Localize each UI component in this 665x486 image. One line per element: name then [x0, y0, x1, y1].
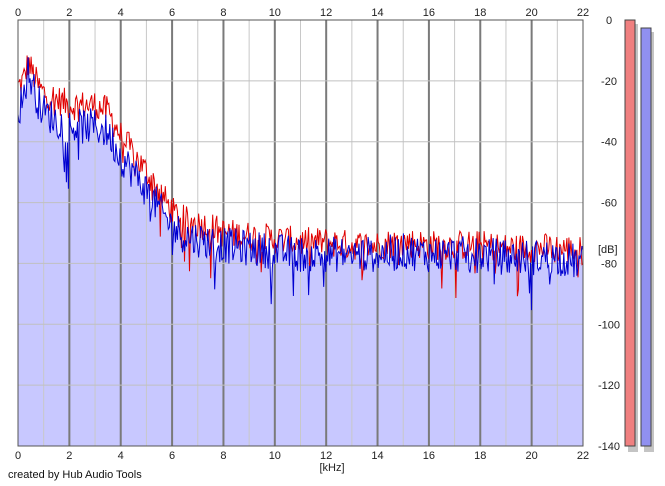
x-tick-label-bottom: 6	[169, 450, 175, 462]
y-tick-label: -40	[601, 137, 617, 149]
x-tick-label-top: 12	[320, 7, 332, 19]
x-tick-label-top: 16	[423, 7, 435, 19]
x-tick-label-top: 22	[577, 7, 589, 19]
x-tick-label-bottom: 22	[577, 450, 589, 462]
x-tick-label-bottom: 0	[15, 450, 21, 462]
x-tick-label-top: 4	[118, 7, 124, 19]
y-axis-label: [dB]	[598, 244, 618, 256]
spectrum-fill-area	[18, 57, 583, 446]
y-tick-label: -120	[598, 380, 620, 392]
x-axis-label: [kHz]	[319, 462, 344, 474]
x-tick-label-bottom: 4	[118, 450, 124, 462]
x-tick-label-bottom: 12	[320, 450, 332, 462]
x-tick-label-bottom: 18	[474, 450, 486, 462]
y-tick-label: -80	[601, 258, 617, 270]
y-tick-label: -140	[598, 441, 620, 453]
level-meter-left	[624, 19, 636, 447]
x-tick-label-top: 10	[269, 7, 281, 19]
x-tick-label-top: 6	[169, 7, 175, 19]
plot-border	[17, 19, 584, 447]
x-tick-label-top: 2	[66, 7, 72, 19]
x-tick-label-top: 18	[474, 7, 486, 19]
x-tick-label-bottom: 16	[423, 450, 435, 462]
x-tick-labels-top: 0 2 4 6 8 10 12 14 16 18 20 22	[15, 7, 589, 19]
x-tick-label-top: 14	[371, 7, 383, 19]
x-tick-label-top: 20	[526, 7, 538, 19]
series-right-channel-line	[17, 57, 584, 311]
x-tick-labels-bottom: 0 2 4 6 8 10 12 14 16 18 20 22	[15, 450, 589, 462]
x-tick-label-bottom: 10	[269, 450, 281, 462]
level-meter-right	[640, 27, 652, 447]
y-tick-label: -20	[601, 76, 617, 88]
x-tick-label-bottom: 20	[526, 450, 538, 462]
y-tick-label: -100	[598, 319, 620, 331]
x-tick-label-top: 0	[15, 7, 21, 19]
x-tick-label-bottom: 8	[220, 450, 226, 462]
y-tick-label: 0	[606, 15, 612, 27]
level-meters	[624, 19, 654, 452]
x-tick-label-bottom: 14	[371, 450, 383, 462]
x-tick-label-top: 8	[220, 7, 226, 19]
y-tick-label: -60	[601, 198, 617, 210]
grid	[18, 20, 583, 446]
y-tick-labels: 0 -20 -40 -60 -80 -100 -120 -140	[598, 15, 620, 453]
x-tick-label-bottom: 2	[66, 450, 72, 462]
credit-text: created by Hub Audio Tools	[8, 469, 142, 481]
